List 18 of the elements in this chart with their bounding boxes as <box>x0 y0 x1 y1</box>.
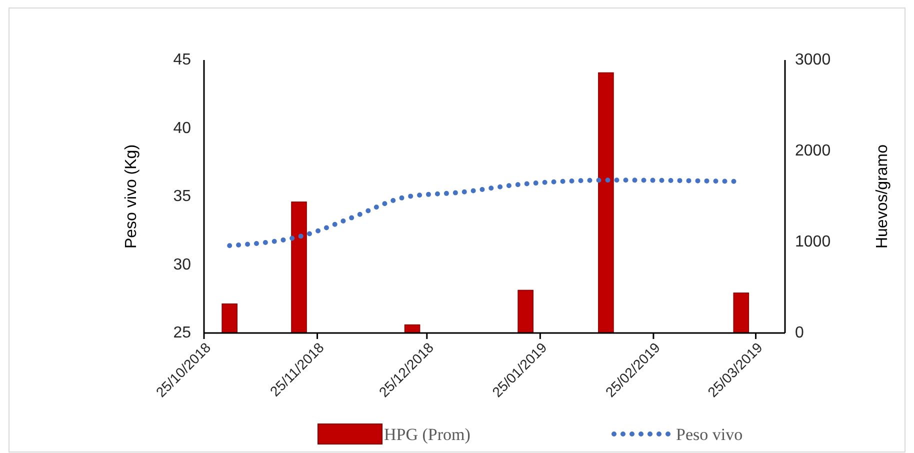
bar <box>518 290 534 334</box>
bar <box>222 303 238 334</box>
legend-label: Peso vivo <box>676 424 743 444</box>
y2-tick-label: 0 <box>795 324 804 342</box>
y2-tick-label: 2000 <box>795 142 831 160</box>
y-tick-label: 45 <box>173 52 192 68</box>
y-tick-label: 40 <box>173 120 192 137</box>
y2-axis-title: Huevos/gramo <box>874 144 891 249</box>
legend-label: HPG (Prom) <box>384 424 470 444</box>
y-tick-label: 30 <box>173 256 192 274</box>
bar <box>733 292 750 334</box>
y-tick-label: 35 <box>173 188 192 205</box>
y-axis-title: Peso vivo (Kg) <box>123 144 140 249</box>
bar <box>598 72 614 334</box>
bar <box>291 202 307 334</box>
y-tick-label: 25 <box>173 324 192 342</box>
y2-tick-label: 1000 <box>795 234 831 250</box>
y2-tick-label: 3000 <box>795 52 831 68</box>
